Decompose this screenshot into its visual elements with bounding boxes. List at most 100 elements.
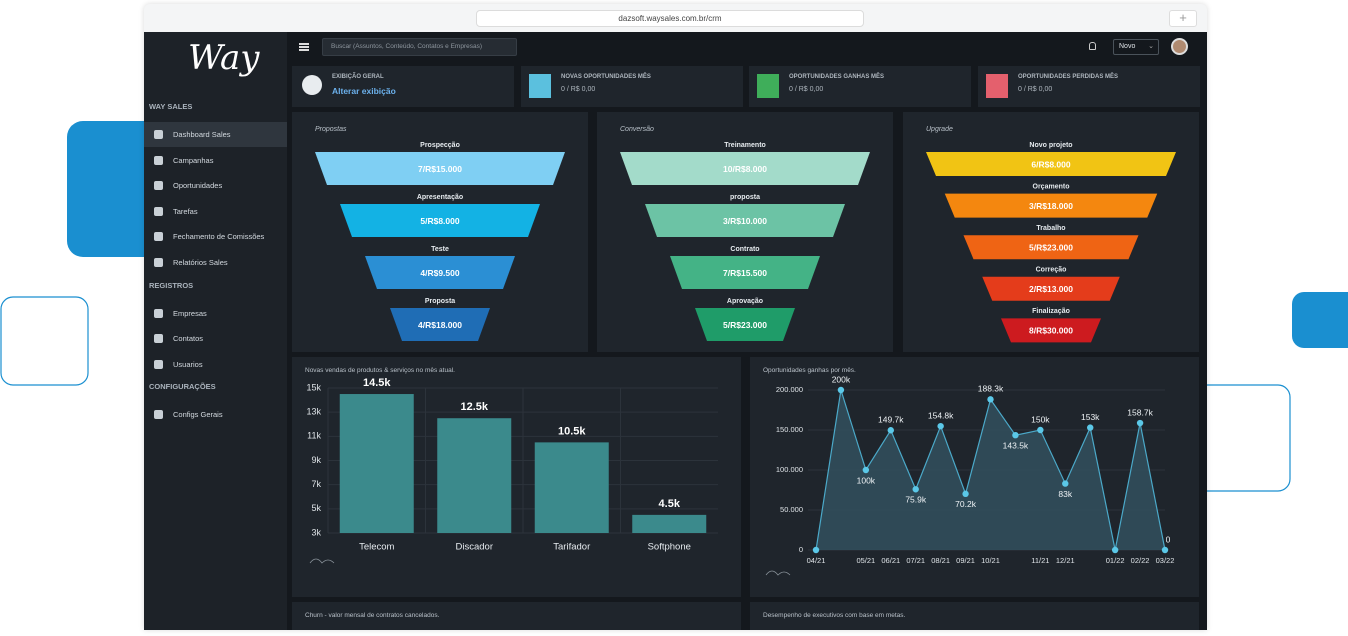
x-tick-label: 05/21 [856, 556, 875, 565]
funnel-stage [926, 152, 1176, 176]
menu-item[interactable]: Usuarios [144, 352, 287, 377]
new-button[interactable]: Novo ⌄ [1113, 39, 1159, 55]
panel-title: Desempenho de executivos com base em met… [763, 612, 906, 619]
stage-value: 7/R$15.500 [723, 268, 767, 278]
point-label: 154.8k [928, 410, 954, 420]
point-label: 75.9k [905, 495, 927, 505]
card-label: OPORTUNIDADES GANHAS MÊS [789, 74, 885, 80]
stage-value: 2/R$13.000 [1029, 284, 1073, 294]
deco-block [67, 121, 167, 257]
card-icon [757, 74, 779, 98]
bar-value-label: 10.5k [558, 425, 586, 437]
stat-card: OPORTUNIDADES GANHAS MÊS 0 / R$ 0,00 [749, 66, 971, 107]
bar [339, 394, 414, 533]
menu-label: Dashboard Sales [173, 130, 231, 139]
menu-label: Contatos [173, 334, 204, 344]
point [962, 490, 969, 498]
menu-item[interactable]: Empresas [144, 301, 287, 326]
url-bar[interactable]: dazsoft.waysales.com.br/crm [476, 10, 864, 27]
card-value: Alterar exibição [332, 86, 396, 96]
menu-label: Fechamento de Comissões [173, 232, 265, 242]
x-tick-label: 12/21 [1056, 556, 1075, 565]
card-value: 0 / R$ 0,00 [1018, 86, 1053, 93]
menu-icon [154, 130, 163, 139]
menu-item[interactable]: Oportunidades [144, 173, 287, 198]
menu-icon [154, 155, 163, 165]
stage-value: 4/R$9.500 [420, 268, 459, 278]
stage-label: Contrato [730, 246, 759, 253]
deco-outline [0, 296, 89, 386]
point-label: 188.3k [978, 384, 1004, 394]
point-label: 83k [1058, 489, 1072, 499]
bottom-panel: Desempenho de executivos com base em met… [750, 602, 1199, 630]
y-tick-label: 15k [306, 382, 321, 392]
menu-label: Empresas [173, 308, 207, 318]
bar [437, 418, 512, 533]
menu-item[interactable]: Relatórios Sales [144, 250, 287, 275]
menu-item[interactable]: Tarefas [144, 199, 287, 224]
menu-item[interactable]: Dashboard Sales [144, 122, 287, 147]
search-input[interactable]: Buscar (Assuntos, Conteúdo, Contatos e E… [322, 38, 517, 56]
avatar[interactable] [1171, 38, 1188, 55]
x-tick-label: 09/21 [956, 556, 975, 565]
chart-title: Novas vendas de produtos & serviços no m… [305, 367, 455, 374]
new-tab-button[interactable]: + [1169, 10, 1197, 27]
stage-value: 10/R$8.000 [723, 164, 767, 174]
funnel-title: Conversão [620, 126, 654, 133]
funnel-panel: Upgrade Novo projeto 6/R$8.000 Orçamento 3/R… [903, 112, 1199, 352]
section-title: REGISTROS [149, 280, 194, 290]
card-label: OPORTUNIDADES PERDIDAS MÊS [1018, 74, 1119, 80]
stage-value: 4/R$18.000 [418, 320, 462, 330]
funnel-stage [315, 152, 565, 185]
menu-item[interactable]: Fechamento de Comissões [144, 224, 287, 249]
point [1111, 546, 1119, 554]
point [1136, 419, 1144, 427]
y-tick-label: 9k [311, 455, 321, 465]
point-label: 100k [857, 475, 876, 485]
funnel-stage [695, 308, 795, 341]
y-tick-label: 100.000 [776, 465, 803, 474]
bar-value-label: 12.5k [460, 401, 488, 413]
menu-item[interactable]: Configs Gerais [144, 402, 287, 427]
menu-icon [154, 206, 163, 216]
section-title: WAY SALES [149, 102, 193, 111]
menu-item[interactable]: Campanhas [144, 148, 287, 173]
menu-icon [154, 410, 163, 420]
menu-label: Campanhas [173, 155, 214, 165]
bar-value-label: 4.5k [659, 498, 681, 510]
point [1062, 480, 1069, 487]
x-tick-label: 07/21 [906, 556, 925, 565]
app: Way WAY SALES Dashboard Sales Campanhas Opo… [144, 32, 1207, 630]
stage-value: 3/R$10.000 [723, 216, 767, 226]
menu-button[interactable] [299, 43, 309, 51]
sparkline-icon [309, 558, 335, 564]
funnel-stage [944, 193, 1158, 218]
card-icon [529, 74, 551, 98]
stage-label: Apresentação [417, 194, 463, 201]
x-tick-label: 02/22 [1131, 556, 1150, 565]
point [862, 466, 870, 474]
y-tick-label: 200.000 [776, 385, 803, 394]
funnel-stage [1001, 318, 1101, 343]
notification-icon[interactable] [1089, 42, 1096, 50]
funnel-title: Propostas [315, 126, 347, 133]
point-label: 143.5k [1003, 440, 1029, 450]
stage-label: Aprovação [727, 298, 763, 305]
bar [534, 442, 609, 533]
bar-chart: 3k 5k 7k 9k 11k 13k 15k 14.5k Telecom 12.5k Discad… [306, 377, 718, 564]
point [987, 396, 994, 403]
stage-value: 5/R$23.000 [1029, 242, 1073, 252]
stage-label: Novo projeto [1029, 142, 1072, 149]
y-tick-label: 7k [311, 479, 321, 489]
panel-title: Churn - valor mensal de contratos cancel… [305, 612, 440, 619]
menu-item[interactable]: Contatos [144, 326, 287, 351]
point [1161, 546, 1169, 554]
bar [632, 514, 707, 533]
sidebar: Way WAY SALES Dashboard Sales Campanhas Opo… [144, 32, 287, 630]
stat-card: OPORTUNIDADES PERDIDAS MÊS 0 / R$ 0,00 [978, 66, 1200, 107]
stage-label: Orçamento [1033, 183, 1070, 190]
x-tick-label: Tarifador [553, 542, 590, 553]
x-tick-label: 06/21 [881, 556, 900, 565]
card-value: 0 / R$ 0,00 [561, 86, 596, 93]
